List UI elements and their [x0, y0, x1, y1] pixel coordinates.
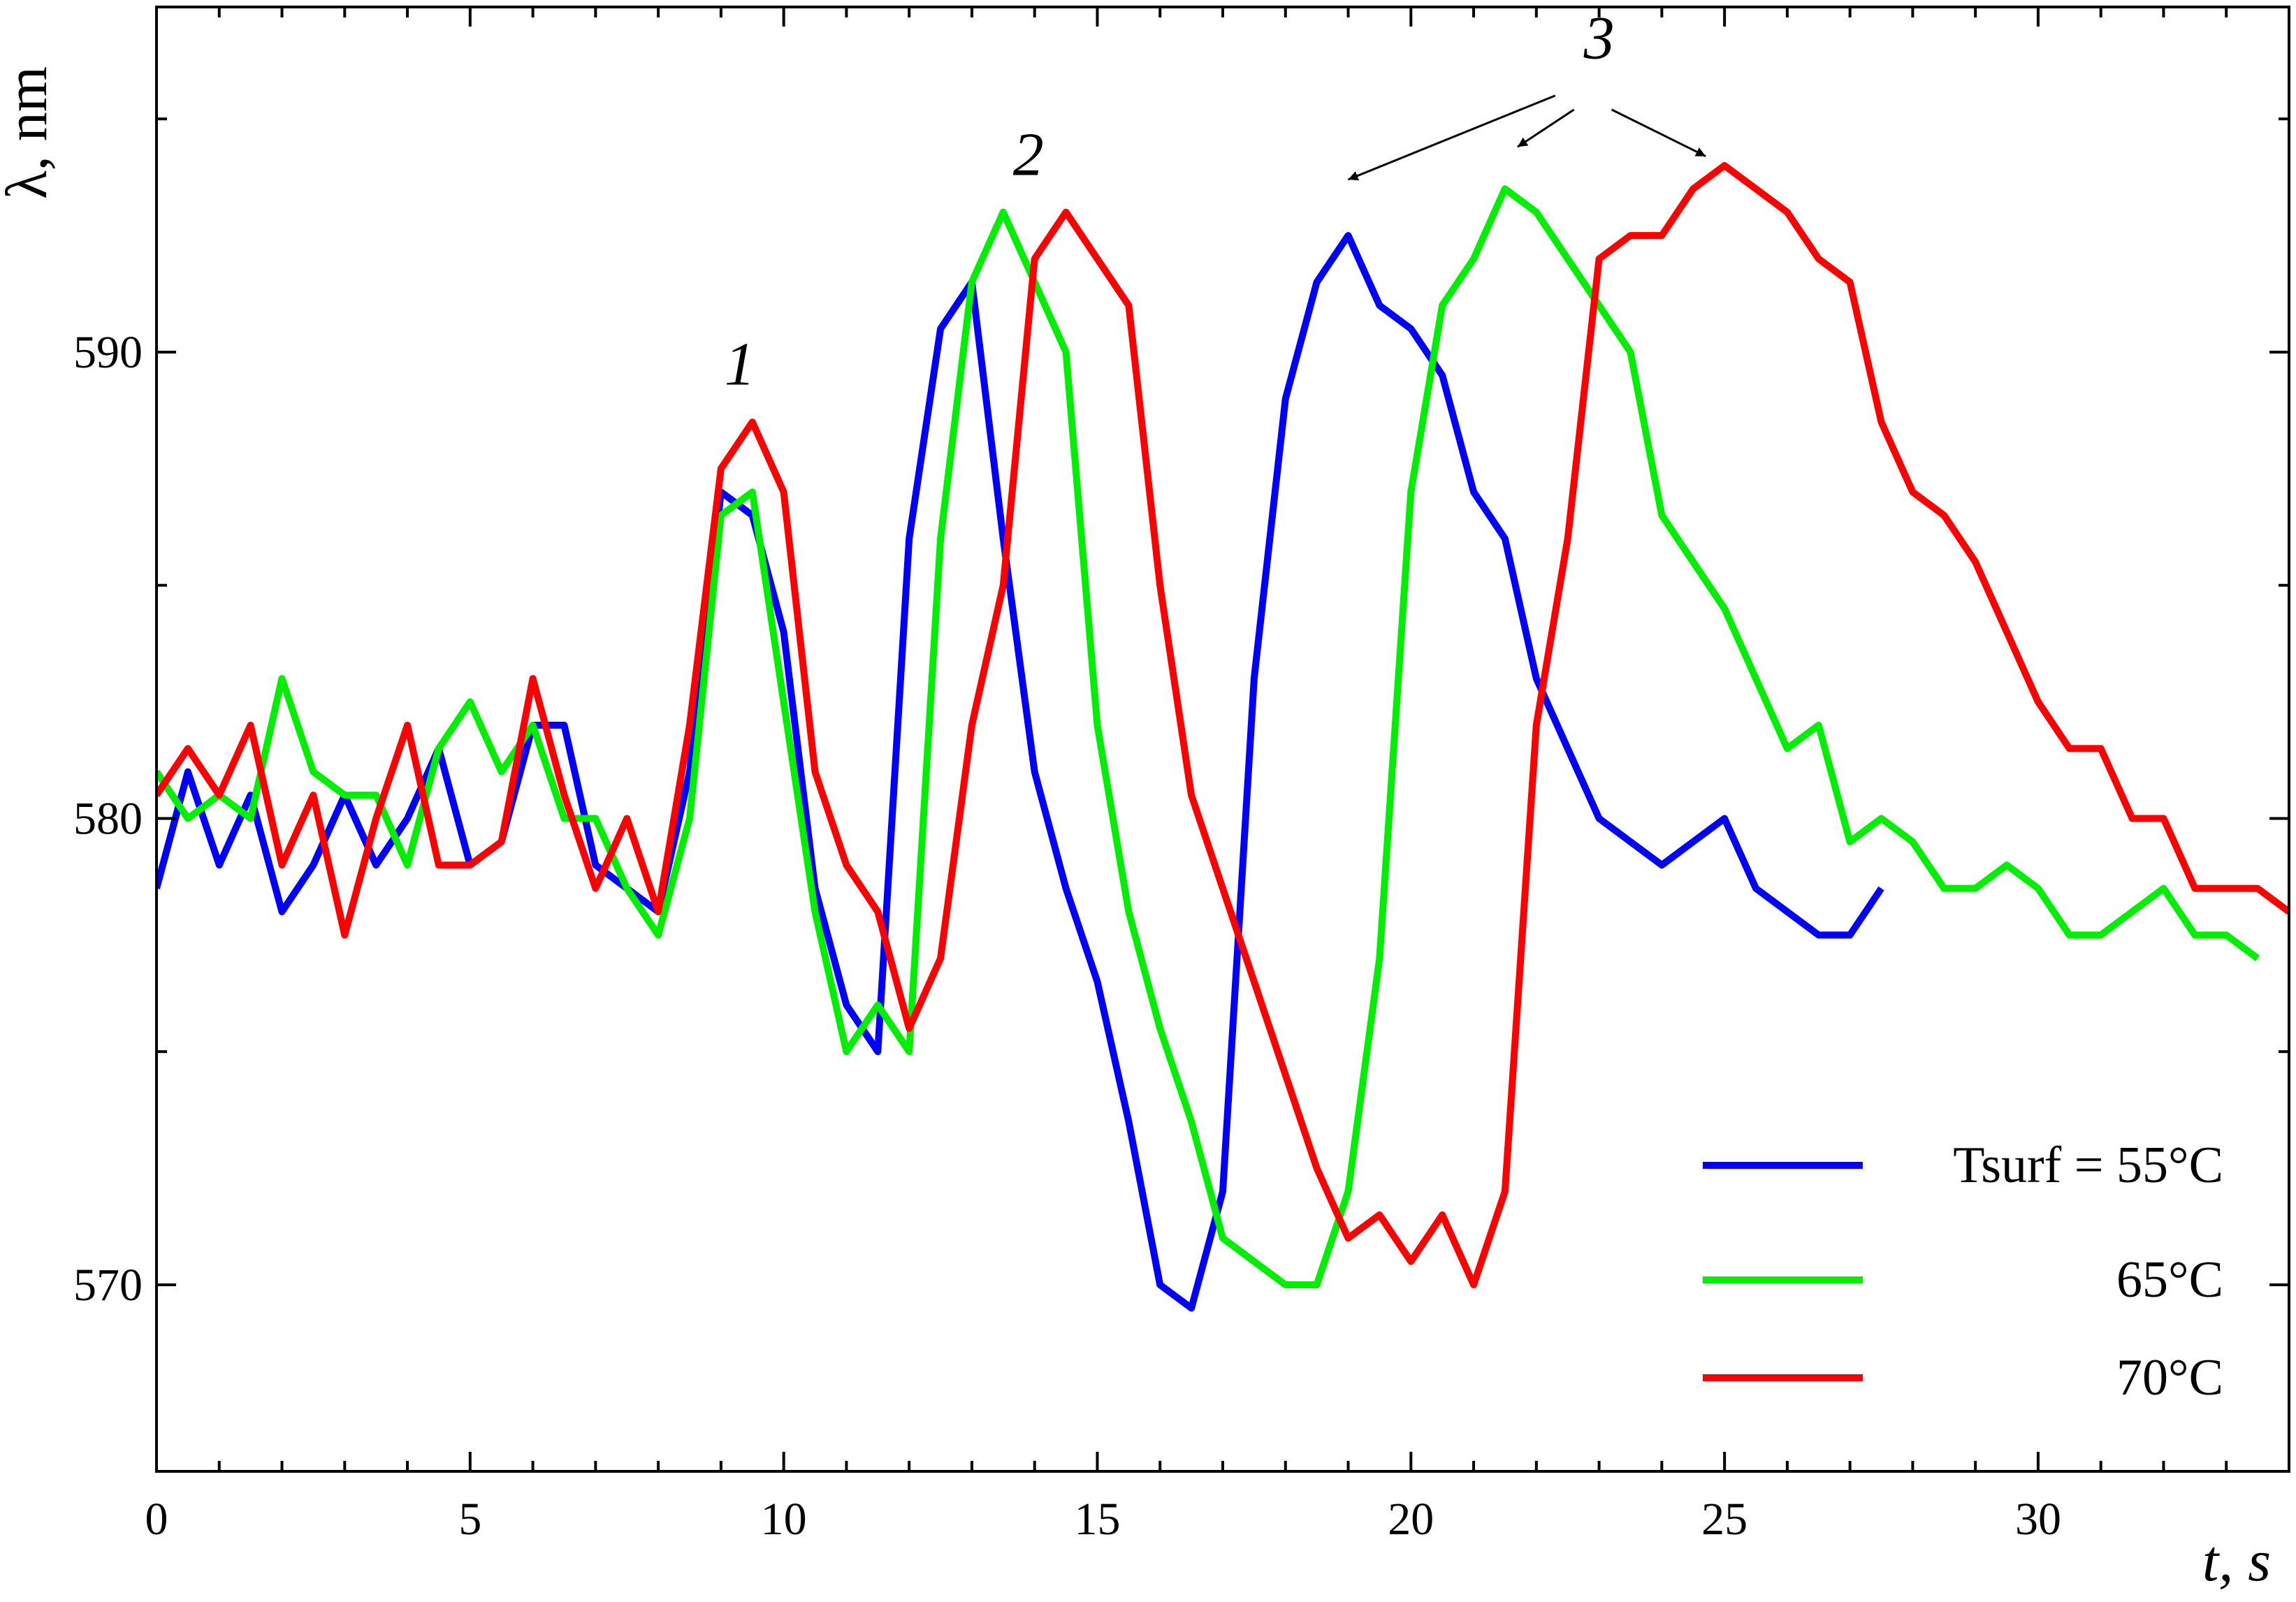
y-tick-label: 580: [73, 793, 143, 844]
annotation: 3: [1583, 4, 1615, 72]
y-tick-label: 570: [73, 1260, 143, 1311]
annotation-arrow: [1347, 94, 1556, 181]
annotation: 2: [1013, 121, 1044, 189]
data-line: [157, 162, 2289, 1288]
data-line: [157, 232, 1884, 1312]
annotation-arrow: [1611, 108, 1706, 157]
x-tick-label: 20: [1388, 1494, 1434, 1545]
x-tick-label: 10: [761, 1494, 807, 1545]
x-tick-label: 30: [2015, 1494, 2061, 1545]
plot-frame: [155, 6, 2290, 1473]
y-tick-label: 590: [73, 327, 143, 378]
x-tick-label: 5: [458, 1494, 481, 1545]
legend-label: 70°C: [2116, 1349, 2223, 1406]
data-line: [157, 185, 2260, 1288]
legend-label: Tsurf = 55°C: [1953, 1137, 2223, 1194]
y-axis-label: λ, nm: [0, 66, 59, 199]
legend-label: 65°C: [2116, 1251, 2223, 1309]
x-tick-label: 0: [145, 1494, 168, 1545]
x-tick-label: 25: [1701, 1494, 1748, 1545]
annotation-arrow: [1517, 108, 1575, 148]
annotation: 1: [725, 331, 755, 399]
x-axis-label: t, s: [2202, 1529, 2271, 1594]
x-tick-label: 15: [1074, 1494, 1120, 1545]
